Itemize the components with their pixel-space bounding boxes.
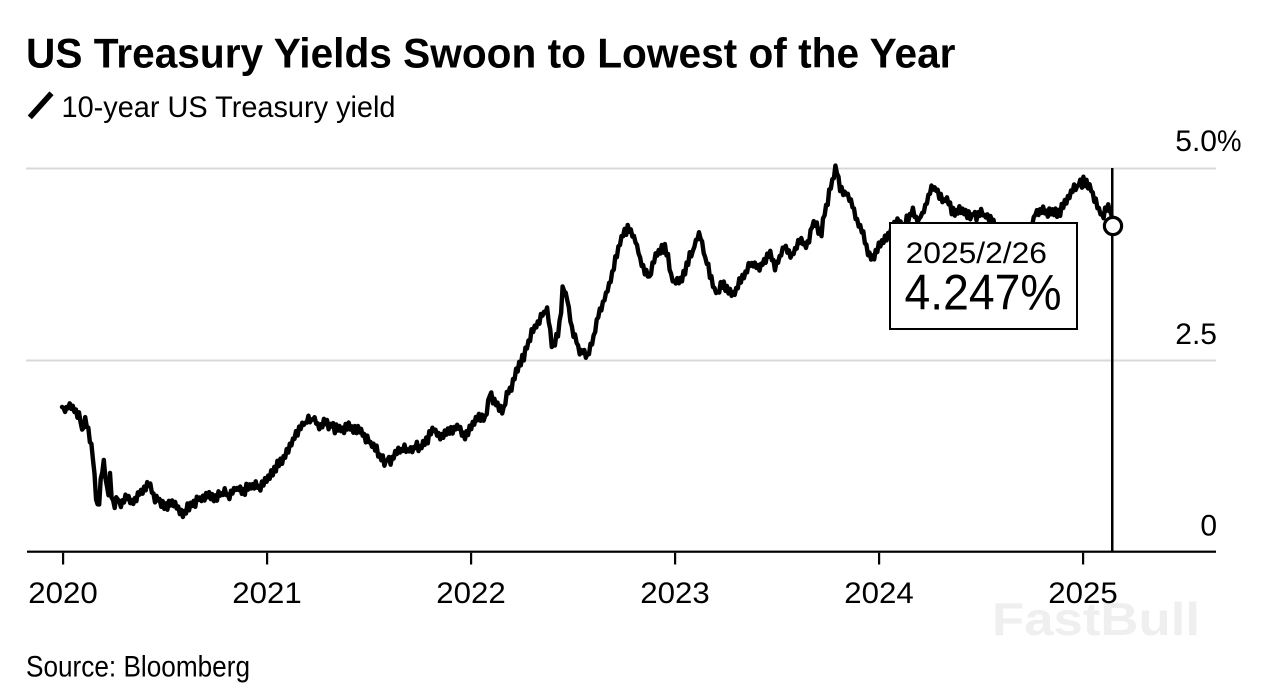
svg-text:2022: 2022 bbox=[436, 577, 506, 610]
svg-text:0: 0 bbox=[1200, 510, 1217, 543]
svg-text:2024: 2024 bbox=[844, 577, 914, 610]
svg-text:2.5: 2.5 bbox=[1175, 318, 1217, 351]
svg-text:Source: Bloomberg: Source: Bloomberg bbox=[26, 651, 250, 684]
svg-text:2025: 2025 bbox=[1048, 577, 1118, 610]
svg-text:%: % bbox=[1217, 125, 1242, 158]
svg-text:2023: 2023 bbox=[640, 577, 710, 610]
svg-text:2025/2/26: 2025/2/26 bbox=[906, 237, 1047, 270]
svg-text:4.247%: 4.247% bbox=[905, 265, 1062, 321]
svg-text:5.0: 5.0 bbox=[1175, 125, 1217, 158]
svg-text:FastBull: FastBull bbox=[992, 593, 1200, 645]
svg-text:US Treasury Yields Swoon to Lo: US Treasury Yields Swoon to Lowest of th… bbox=[26, 30, 956, 77]
svg-text:2021: 2021 bbox=[232, 577, 302, 610]
svg-text:10-year US Treasury yield: 10-year US Treasury yield bbox=[62, 91, 396, 124]
svg-text:2020: 2020 bbox=[28, 577, 98, 610]
